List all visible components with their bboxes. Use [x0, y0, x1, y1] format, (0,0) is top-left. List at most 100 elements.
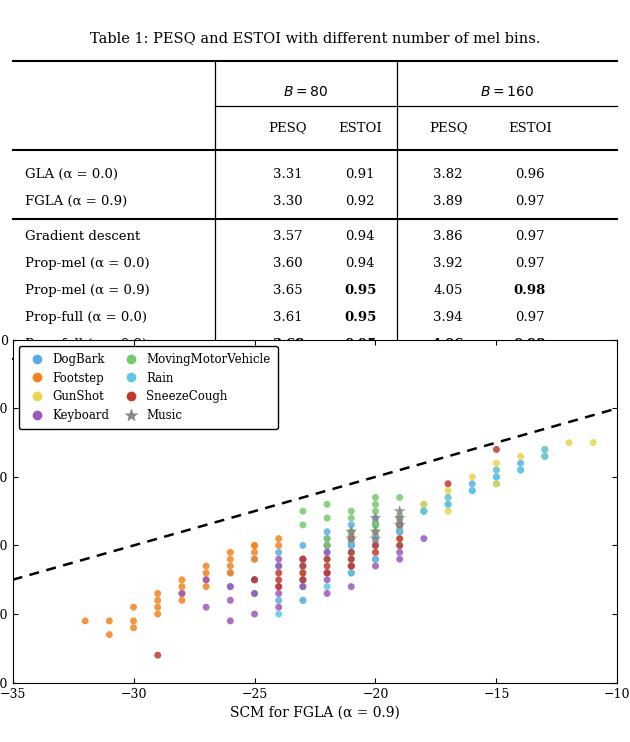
- Point: [273, 539, 284, 551]
- Point: [298, 567, 308, 579]
- Point: [346, 512, 357, 524]
- Point: [201, 601, 211, 613]
- Point: [540, 450, 550, 462]
- Point: [346, 560, 357, 572]
- Point: [322, 567, 332, 579]
- Point: [273, 608, 284, 620]
- Text: 3.92: 3.92: [433, 257, 463, 270]
- Text: 0.95: 0.95: [344, 338, 377, 351]
- Point: [540, 450, 550, 462]
- Point: [346, 581, 357, 593]
- Point: [394, 519, 404, 531]
- Text: 0.97: 0.97: [515, 194, 544, 208]
- Point: [298, 594, 308, 606]
- Point: [419, 505, 429, 517]
- Point: [515, 457, 525, 469]
- Point: [491, 464, 501, 476]
- Point: [273, 567, 284, 579]
- Text: 0.91: 0.91: [346, 168, 375, 181]
- Point: [443, 491, 453, 503]
- Text: 0.98: 0.98: [513, 338, 546, 351]
- Point: [273, 601, 284, 613]
- Point: [346, 546, 357, 558]
- Point: [346, 533, 357, 545]
- Point: [370, 526, 381, 538]
- Point: [249, 608, 260, 620]
- Point: [322, 546, 332, 558]
- Point: [201, 581, 211, 593]
- Point: [346, 526, 357, 538]
- Text: 0.96: 0.96: [515, 168, 544, 181]
- Point: [152, 649, 163, 661]
- Point: [370, 519, 381, 531]
- Point: [322, 539, 332, 551]
- Point: [298, 554, 308, 565]
- Point: [273, 546, 284, 558]
- Point: [491, 478, 501, 490]
- Point: [298, 560, 308, 572]
- Point: [370, 526, 381, 538]
- Point: [443, 505, 453, 517]
- Point: [394, 519, 404, 531]
- Point: [201, 560, 211, 572]
- Point: [394, 512, 404, 524]
- Point: [346, 526, 357, 538]
- Point: [346, 533, 357, 545]
- Point: [346, 554, 357, 565]
- Point: [394, 512, 404, 524]
- Point: [249, 588, 260, 600]
- Point: [226, 560, 236, 572]
- Point: [419, 499, 429, 510]
- Text: 3.65: 3.65: [273, 284, 302, 297]
- Point: [322, 588, 332, 600]
- Point: [129, 615, 139, 627]
- Text: 0.97: 0.97: [515, 257, 544, 270]
- Point: [515, 464, 525, 476]
- Point: [491, 478, 501, 490]
- Point: [249, 539, 260, 551]
- Point: [419, 533, 429, 545]
- Point: [540, 444, 550, 456]
- Point: [298, 539, 308, 551]
- Text: Gradient descent: Gradient descent: [25, 231, 140, 243]
- Point: [226, 546, 236, 558]
- Point: [322, 533, 332, 545]
- Point: [298, 554, 308, 565]
- Point: [298, 554, 308, 565]
- Point: [515, 450, 525, 462]
- Point: [226, 581, 236, 593]
- Text: 3.30: 3.30: [273, 194, 302, 208]
- Text: 3.31: 3.31: [273, 168, 302, 181]
- Text: 4.05: 4.05: [433, 284, 463, 297]
- Point: [394, 491, 404, 503]
- Point: [443, 499, 453, 510]
- Point: [249, 539, 260, 551]
- Text: 4.06: 4.06: [432, 338, 464, 351]
- Point: [491, 444, 501, 456]
- Point: [322, 533, 332, 545]
- Point: [370, 539, 381, 551]
- Point: [226, 615, 236, 627]
- Point: [322, 512, 332, 524]
- Point: [177, 594, 187, 606]
- Point: [346, 526, 357, 538]
- Point: [322, 560, 332, 572]
- Point: [273, 594, 284, 606]
- Point: [370, 499, 381, 510]
- Point: [394, 512, 404, 524]
- Point: [322, 567, 332, 579]
- Text: 0.95: 0.95: [344, 311, 377, 324]
- Point: [322, 499, 332, 510]
- Point: [394, 526, 404, 538]
- Point: [346, 560, 357, 572]
- Text: Prop-full (α = 0.0): Prop-full (α = 0.0): [25, 311, 147, 324]
- Point: [443, 485, 453, 496]
- Point: [201, 567, 211, 579]
- Point: [177, 588, 187, 600]
- Text: GLA (α = 0.0): GLA (α = 0.0): [25, 168, 118, 181]
- Point: [443, 478, 453, 490]
- Point: [419, 499, 429, 510]
- Point: [298, 554, 308, 565]
- Text: 0.97: 0.97: [515, 231, 544, 243]
- Point: [370, 526, 381, 538]
